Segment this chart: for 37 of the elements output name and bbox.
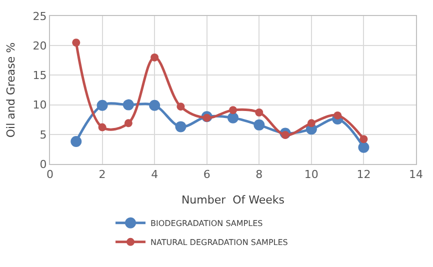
y-tick-label: 5	[40, 128, 47, 142]
point	[358, 142, 370, 153]
point	[229, 106, 237, 114]
x-tick-label: 14	[409, 168, 423, 182]
point	[281, 130, 290, 139]
x-tick-label: 4	[151, 168, 158, 182]
y-tick-label: 20	[32, 39, 47, 52]
point	[360, 135, 368, 144]
point	[150, 53, 159, 62]
x-axis-title: Number Of Weeks	[181, 193, 285, 206]
x-tick-label: 6	[203, 168, 210, 182]
point	[72, 38, 80, 47]
point	[176, 102, 185, 111]
point	[202, 114, 211, 122]
y-axis-title: Oil and Grease %	[4, 42, 18, 138]
point	[98, 123, 106, 132]
y-tick-label: 15	[32, 69, 47, 82]
point	[334, 111, 342, 120]
point	[149, 100, 160, 111]
point	[307, 119, 316, 128]
legend-label: BIODEGRADATION SAMPLES	[150, 219, 263, 228]
point	[255, 108, 264, 116]
y-tick-label: 25	[32, 10, 47, 23]
point	[124, 119, 132, 128]
x-tick-label: 2	[98, 168, 106, 182]
x-tick-label: 8	[256, 168, 263, 182]
x-tick-label: 10	[304, 168, 318, 182]
x-tick-label: 12	[356, 168, 371, 182]
point	[122, 99, 134, 110]
y-tick-label: 0	[40, 158, 47, 171]
legend-label: NATURAL DEGRADATION SAMPLES	[150, 238, 288, 248]
point	[96, 100, 108, 111]
point	[254, 119, 265, 130]
point	[228, 112, 238, 124]
point	[70, 136, 82, 147]
y-tick-label: 10	[32, 98, 47, 112]
point	[175, 121, 186, 132]
